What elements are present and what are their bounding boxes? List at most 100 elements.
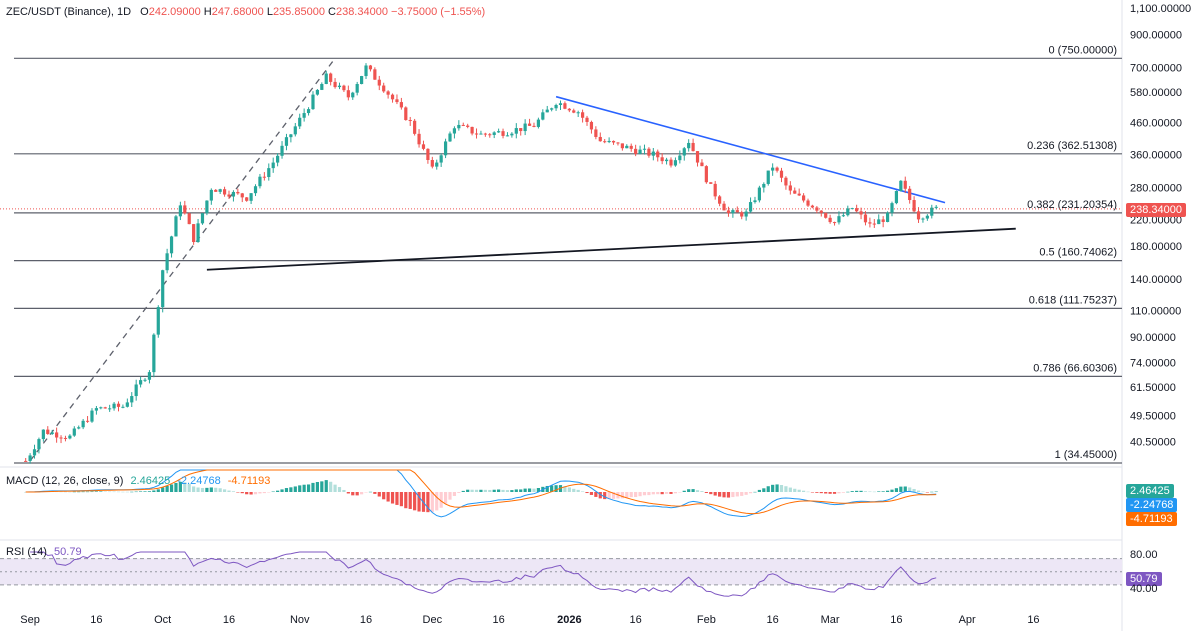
macd-hist-154	[704, 492, 708, 493]
candle-body-44	[218, 189, 222, 192]
macd-hist-156	[713, 492, 717, 496]
macd-hist-94	[439, 492, 443, 508]
macd-hist-140	[642, 492, 647, 496]
candle-body-117	[541, 112, 545, 120]
macd-hist-155	[709, 492, 713, 495]
macd-hist-181	[824, 492, 828, 494]
candle-body-84	[395, 99, 399, 103]
candle-body-85	[399, 102, 403, 108]
candle-body-83	[390, 94, 395, 100]
candle-body-183	[832, 222, 837, 224]
candle-body-125	[576, 112, 580, 114]
macd-hist-86	[404, 492, 408, 509]
ascending-support-line	[206, 227, 1016, 271]
candle-body-157	[718, 196, 722, 204]
candle-body-87	[408, 120, 412, 122]
candle-body-128	[589, 121, 594, 130]
macd-hist-80	[377, 492, 381, 497]
candle-body-31	[161, 270, 165, 308]
time-tick-10: Feb	[697, 614, 716, 626]
fib-levels: 0 (750.00000) 0.236 (362.51308) 0.382 (231…	[0, 44, 1122, 464]
candle-body-12	[77, 427, 81, 429]
candle-body-43	[214, 189, 218, 192]
macd-hist-174	[793, 488, 797, 492]
macd-hist-107	[497, 489, 501, 492]
macd-hist-196	[890, 489, 894, 492]
time-tick-2: Oct	[154, 614, 171, 626]
macd-hist-136	[625, 492, 629, 498]
candle-body-63	[302, 113, 306, 118]
macd-hist-205	[930, 491, 934, 493]
macd-hist-54	[262, 492, 266, 494]
macd-hist-45	[222, 489, 227, 492]
low-label: L	[266, 6, 273, 18]
candle-body-160	[731, 210, 735, 214]
candle-body-192	[872, 223, 876, 225]
macd-hist-17	[99, 491, 103, 492]
macd-hist-110	[510, 490, 514, 492]
price-tick-13: 61.50000	[1130, 382, 1176, 394]
candle-body-144	[660, 157, 664, 162]
candle-body-165	[753, 200, 757, 203]
macd-hist-16	[94, 491, 98, 492]
time-axis[interactable]: Sep 16 Oct 16 Nov 16 Dec 16 2026 16 Feb 16 Mar 16 Apr 1…	[20, 614, 1039, 626]
macd-hist-24	[130, 491, 134, 493]
price-tick-3: 580.00000	[1130, 87, 1182, 99]
candle-body-107	[497, 131, 501, 133]
candle-body-78	[368, 65, 373, 70]
macd-hist-113	[523, 488, 527, 492]
candle-body-147	[673, 160, 678, 166]
macd-hist-178	[810, 492, 815, 493]
macd-hist-193	[877, 491, 881, 492]
candle-body-90	[421, 144, 426, 149]
candle-body-86	[404, 107, 408, 121]
macd-hist-8	[59, 491, 63, 493]
macd-hist-172	[784, 486, 788, 492]
candle-body-122	[563, 103, 567, 109]
macd-hist-87	[408, 492, 412, 509]
candle-body-203	[921, 218, 925, 220]
candle-body-108	[501, 131, 505, 136]
time-tick-14: Apr	[959, 614, 976, 626]
macd-hist-106	[492, 489, 496, 492]
macd-hist-173	[788, 487, 792, 492]
macd-hist-59	[284, 488, 289, 492]
candle-body-155	[709, 182, 713, 184]
candle-body-91	[426, 148, 430, 160]
macd-hist-120	[554, 485, 558, 492]
candle-body-196	[890, 203, 894, 213]
macd-hist-171	[779, 485, 784, 492]
macd-hist-149	[682, 490, 686, 492]
candle-body-39	[196, 223, 200, 243]
macd-hist-176	[802, 490, 806, 492]
macd-hist-21	[116, 491, 121, 493]
price-axis[interactable]: 1,100.00000 900.00000 700.00000 580.00000 46…	[1130, 3, 1191, 449]
macd-hist-51	[249, 492, 253, 495]
macd-hist-14	[85, 491, 90, 493]
macd-hist-131	[603, 492, 607, 500]
macd-hist-129	[594, 492, 598, 497]
candle-body-181	[824, 212, 828, 218]
macd-hist-73	[346, 492, 350, 494]
macd-line-tag: -2.24768	[1126, 498, 1178, 512]
candle-body-94	[439, 155, 443, 163]
candle-body-42	[209, 189, 213, 201]
macd-hist-49	[240, 492, 244, 494]
time-tick-6: Dec	[423, 614, 443, 626]
macd-hist-76	[360, 492, 364, 495]
candle-body-18	[103, 407, 107, 409]
macd-hist-141	[647, 492, 651, 496]
price-tick-2: 700.00000	[1130, 62, 1182, 74]
candle-body-9	[63, 437, 68, 439]
macd-hist-132	[607, 492, 611, 500]
candle-body-22	[121, 406, 125, 408]
macd-hist-19	[108, 491, 112, 493]
candle-body-96	[448, 133, 452, 142]
macd-hist-123	[567, 487, 571, 492]
candle-body-135	[620, 143, 624, 149]
high-label: H	[203, 6, 212, 18]
rsi-tag: 50.79	[1126, 572, 1162, 586]
candle-body-164	[748, 202, 753, 212]
candle-body-15	[90, 410, 94, 422]
candle-body-46	[227, 194, 231, 197]
